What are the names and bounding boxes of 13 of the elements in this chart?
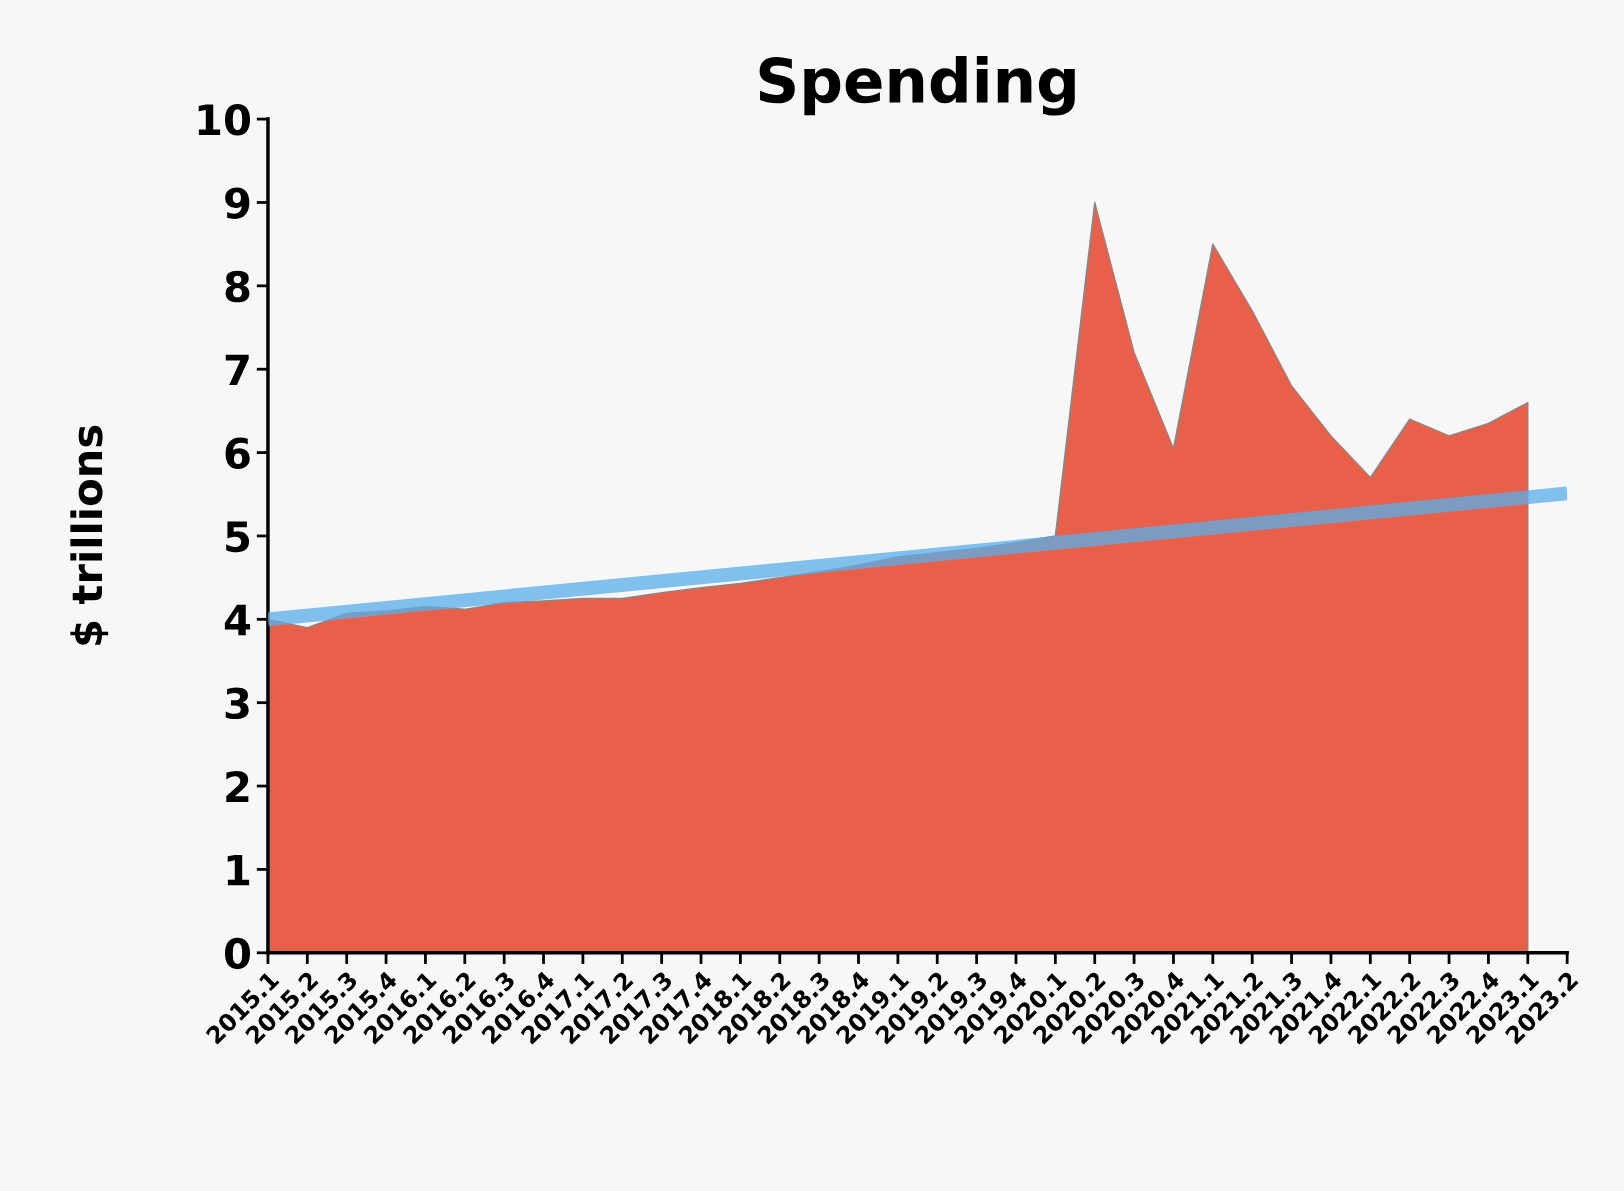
y-axis-title: $ trillions — [70, 425, 109, 645]
y-tick-label: 2 — [226, 770, 249, 802]
y-tick-label: 9 — [225, 187, 250, 219]
chart-title: Spending — [759, 56, 1075, 116]
y-tick-label: 7 — [225, 354, 249, 386]
y-tick-label: 8 — [225, 270, 250, 303]
y-tick-label: 5 — [226, 521, 250, 553]
y-tick-label: 4 — [224, 604, 251, 636]
y-tick-label: 3 — [225, 687, 249, 720]
y-tick-label: 10 — [198, 104, 250, 136]
y-tick-label: 0 — [224, 937, 250, 970]
y-tick-label: 6 — [225, 437, 250, 469]
y-tick-label: 1 — [227, 854, 250, 886]
